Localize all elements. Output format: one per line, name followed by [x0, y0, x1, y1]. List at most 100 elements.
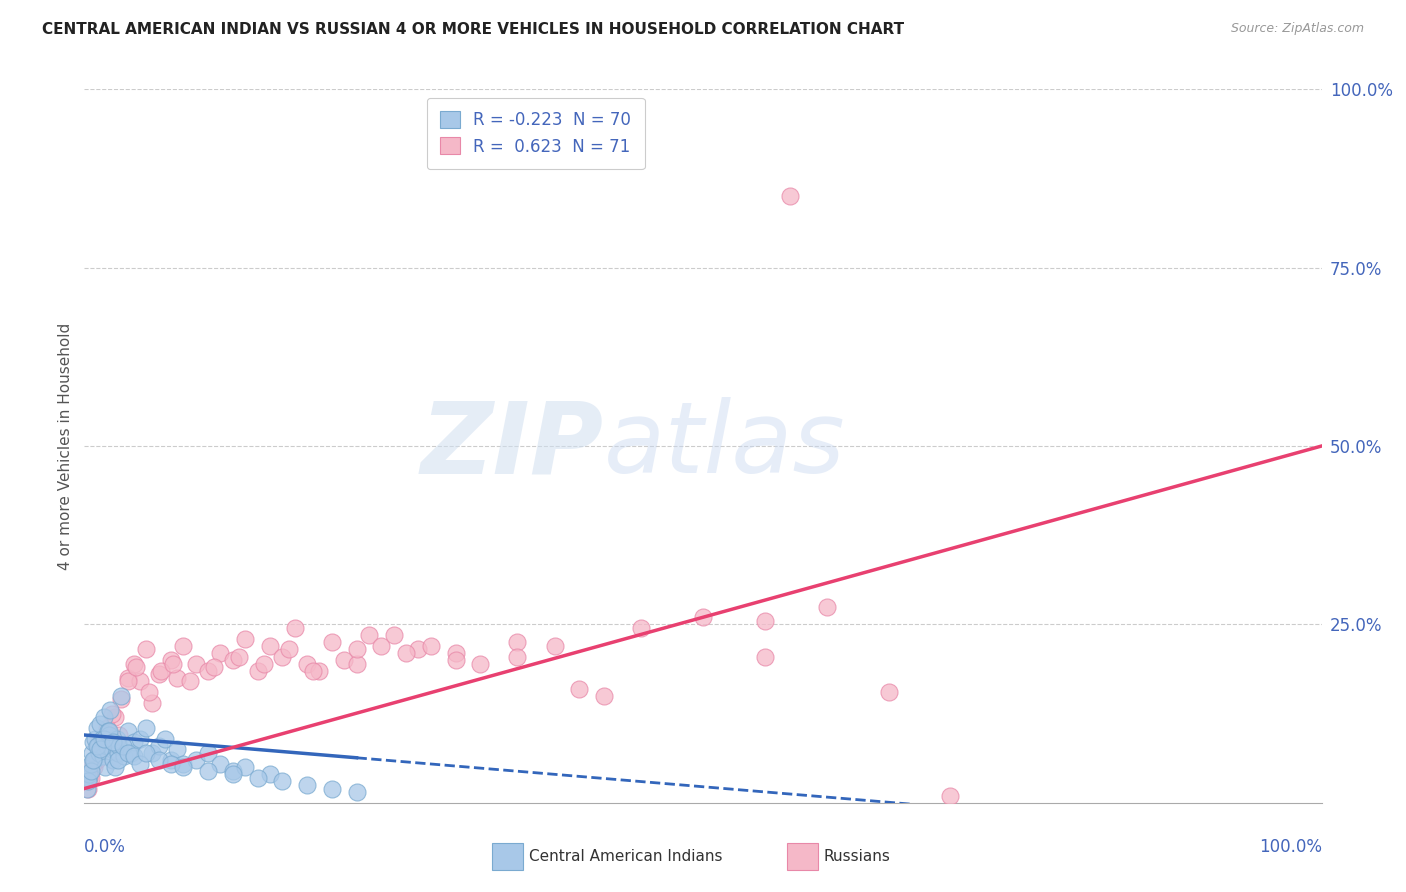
Point	[122, 735, 145, 749]
Point	[259, 639, 281, 653]
Point	[100, 706, 122, 721]
Point	[346, 657, 368, 671]
Point	[308, 664, 330, 678]
Text: atlas: atlas	[605, 398, 845, 494]
Point	[222, 653, 245, 667]
Point	[122, 657, 145, 671]
Point	[117, 674, 139, 689]
Text: 0.0%: 0.0%	[84, 838, 127, 856]
Point	[593, 689, 616, 703]
Point	[568, 681, 591, 696]
Point	[112, 749, 135, 764]
Point	[233, 632, 256, 646]
Point	[357, 628, 380, 642]
Point	[91, 739, 114, 753]
Point	[101, 735, 124, 749]
Point	[148, 753, 170, 767]
Text: CENTRAL AMERICAN INDIAN VS RUSSIAN 4 OR MORE VEHICLES IN HOUSEHOLD CORRELATION C: CENTRAL AMERICAN INDIAN VS RUSSIAN 4 OR …	[42, 22, 904, 37]
Point	[179, 674, 201, 689]
Point	[295, 778, 318, 792]
Point	[82, 756, 104, 771]
Point	[444, 646, 467, 660]
Point	[779, 189, 801, 203]
Point	[79, 771, 101, 785]
Point	[111, 739, 134, 753]
Point	[77, 774, 100, 789]
Point	[172, 760, 194, 774]
Point	[382, 628, 405, 642]
Point	[93, 710, 115, 724]
Point	[162, 657, 184, 671]
Point	[89, 717, 111, 731]
Point	[135, 721, 157, 735]
Point	[104, 710, 127, 724]
Point	[395, 646, 418, 660]
Point	[117, 746, 139, 760]
Point	[79, 764, 101, 778]
Point	[98, 724, 121, 739]
Point	[333, 653, 356, 667]
Point	[76, 781, 98, 796]
Point	[108, 728, 131, 742]
Point	[184, 657, 207, 671]
Point	[79, 771, 101, 785]
Point	[86, 753, 108, 767]
Point	[271, 649, 294, 664]
Point	[302, 664, 325, 678]
Point	[160, 653, 183, 667]
Point	[77, 771, 100, 785]
Point	[444, 653, 467, 667]
Text: ZIP: ZIP	[420, 398, 605, 494]
Point	[150, 664, 173, 678]
Point	[100, 742, 122, 756]
Point	[630, 621, 652, 635]
Point	[506, 649, 529, 664]
Point	[107, 753, 129, 767]
Point	[184, 753, 207, 767]
Point	[82, 753, 104, 767]
Point	[246, 664, 269, 678]
Point	[97, 724, 120, 739]
Point	[101, 753, 124, 767]
Point	[86, 721, 108, 735]
Point	[96, 739, 118, 753]
Point	[89, 746, 111, 760]
Point	[90, 731, 112, 746]
Point	[172, 756, 194, 771]
Point	[94, 760, 117, 774]
Point	[98, 703, 121, 717]
Point	[197, 746, 219, 760]
Point	[259, 767, 281, 781]
Point	[77, 781, 100, 796]
Point	[89, 742, 111, 756]
Point	[129, 731, 152, 746]
Text: Russians: Russians	[824, 849, 891, 863]
Point	[82, 735, 104, 749]
Point	[202, 660, 225, 674]
Point	[141, 696, 163, 710]
Point	[470, 657, 492, 671]
Point	[209, 756, 232, 771]
Point	[141, 746, 163, 760]
Point	[107, 746, 129, 760]
Point	[506, 635, 529, 649]
Point	[815, 599, 838, 614]
Point	[277, 642, 299, 657]
Point	[222, 764, 245, 778]
Point	[148, 739, 170, 753]
Point	[93, 731, 115, 746]
Legend: R = -0.223  N = 70, R =  0.623  N = 71: R = -0.223 N = 70, R = 0.623 N = 71	[427, 97, 644, 169]
Point	[166, 742, 188, 756]
Point	[419, 639, 441, 653]
Point	[939, 789, 962, 803]
Point	[543, 639, 565, 653]
Point	[346, 642, 368, 657]
Point	[222, 767, 245, 781]
Point	[346, 785, 368, 799]
Point	[96, 721, 118, 735]
Point	[321, 781, 343, 796]
Point	[110, 692, 132, 706]
Point	[98, 728, 121, 742]
Point	[122, 749, 145, 764]
Point	[86, 739, 108, 753]
